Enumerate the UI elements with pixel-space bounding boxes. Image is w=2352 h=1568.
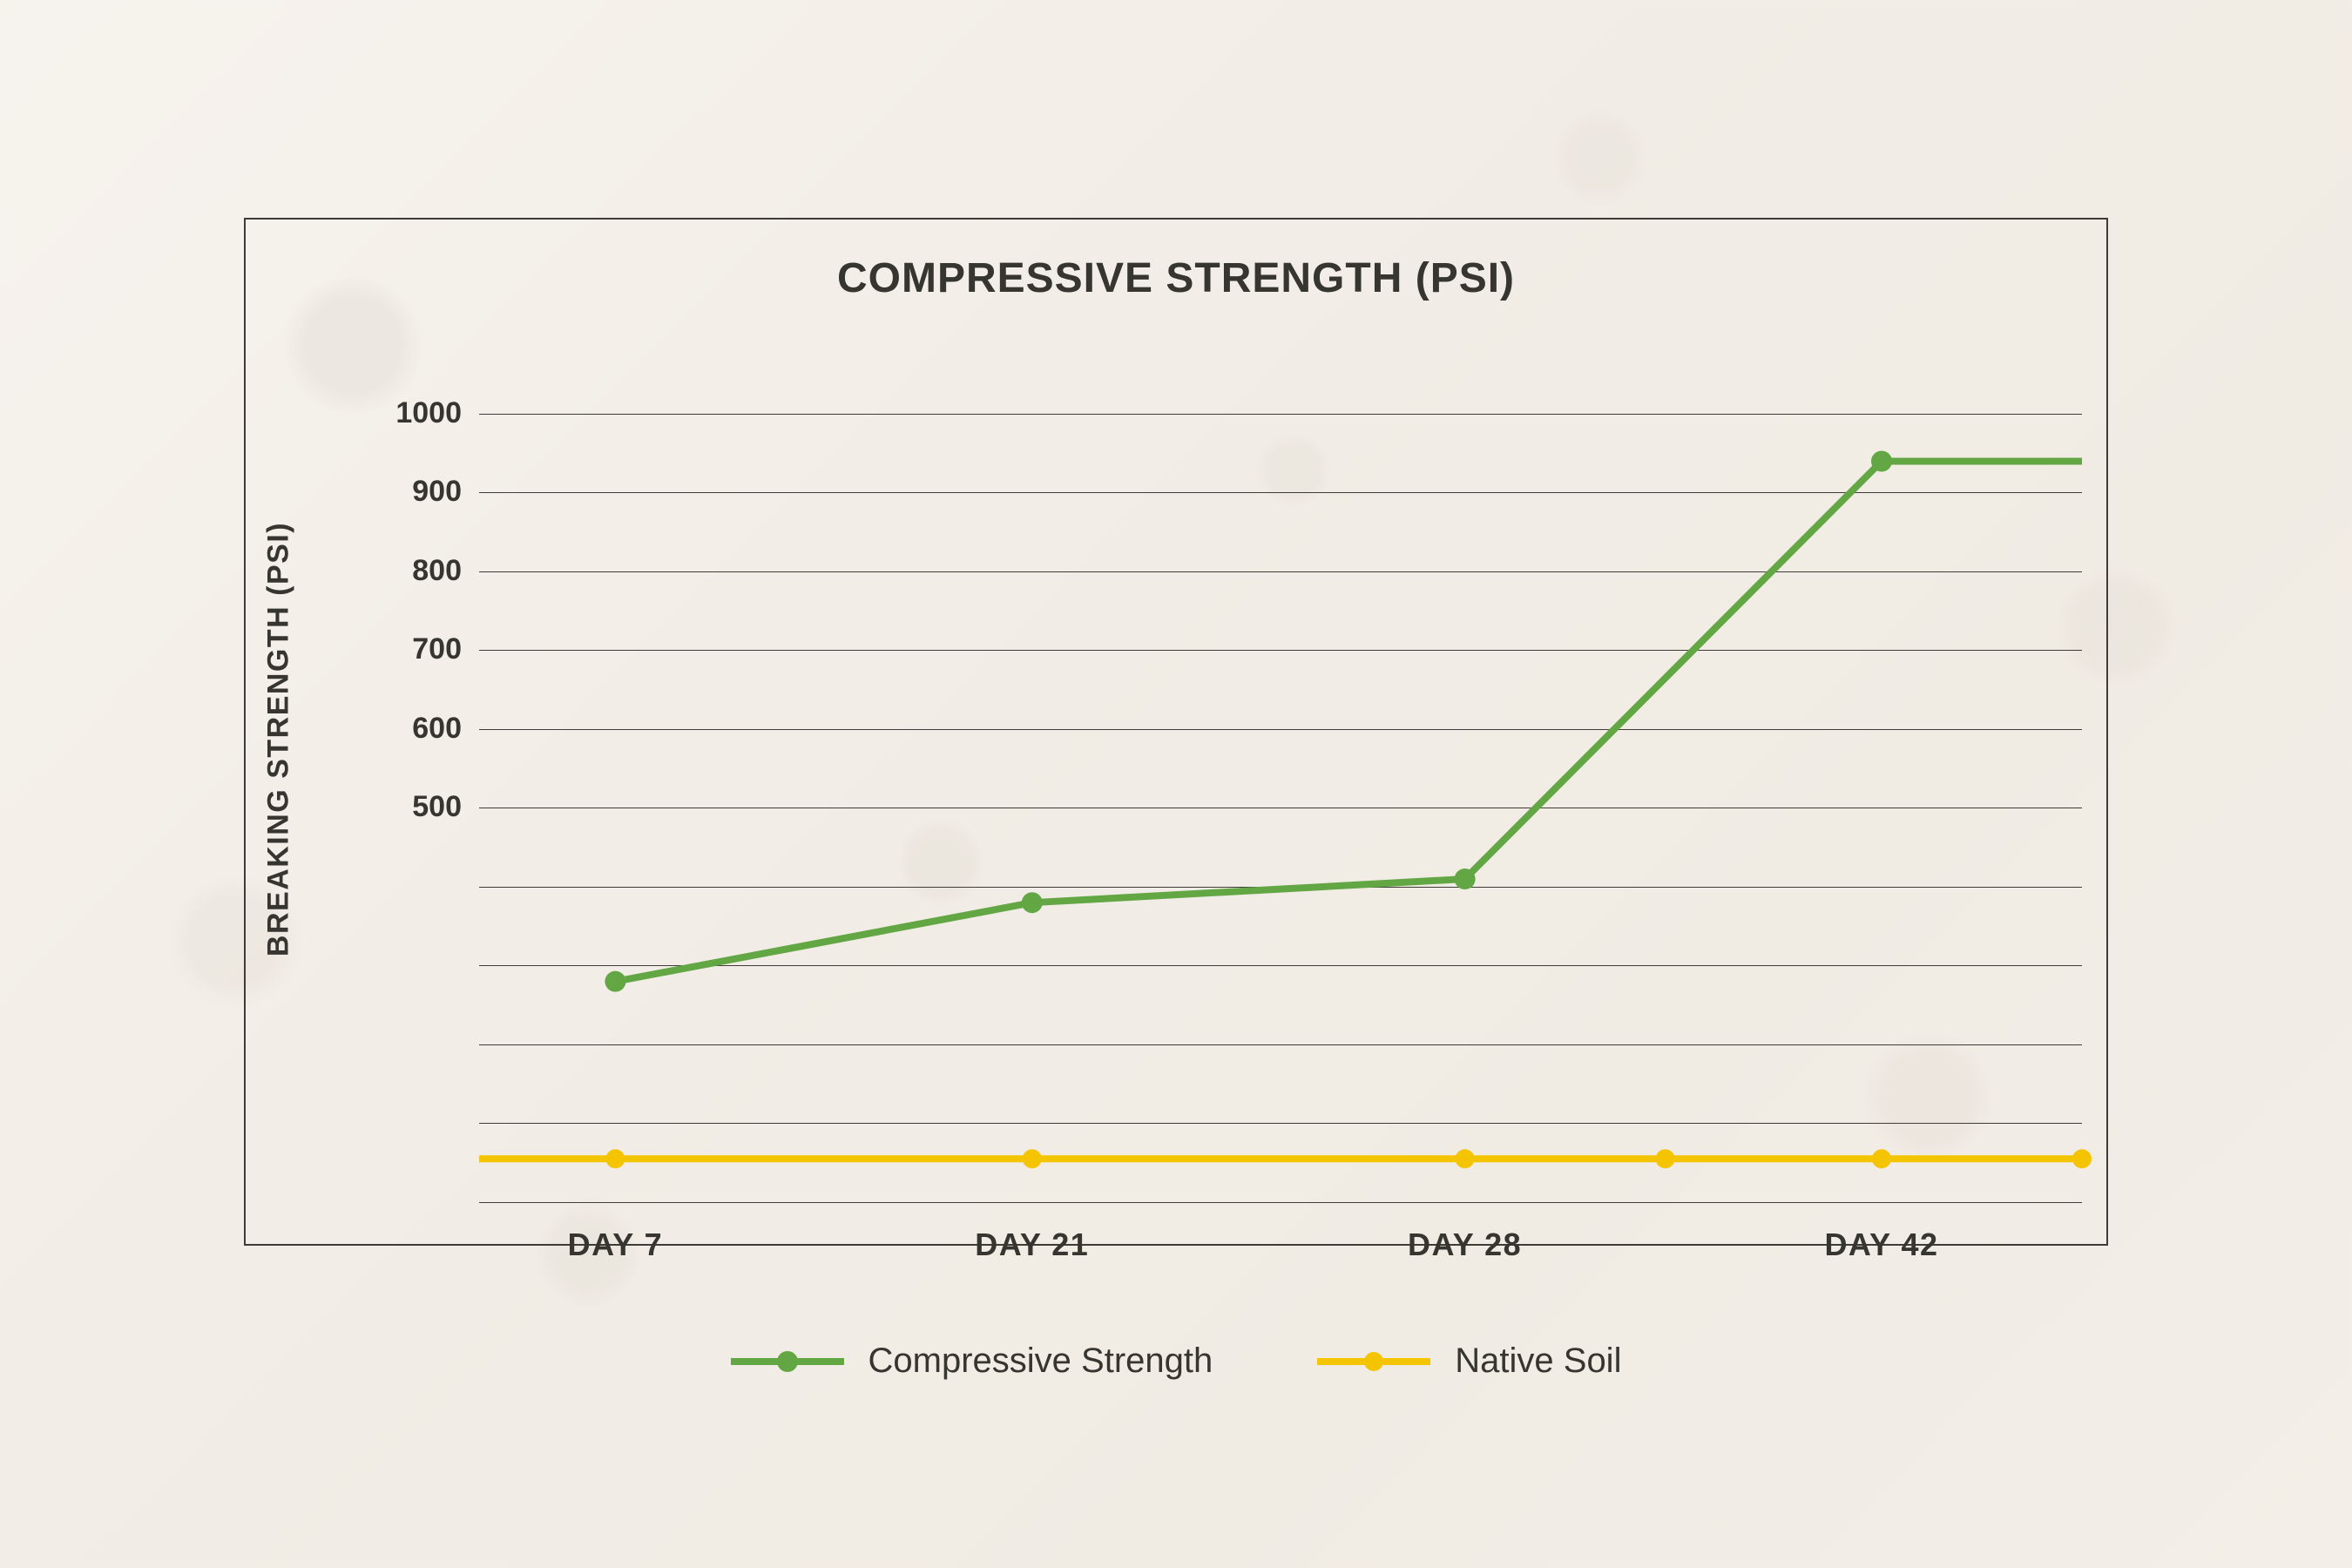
series-marker: [605, 971, 625, 992]
legend-label: Native Soil: [1455, 1342, 1621, 1381]
series-marker: [1872, 1149, 1891, 1168]
series-marker: [1871, 451, 1892, 472]
plot-svg: [0, 0, 2352, 1568]
series-marker: [1023, 1149, 1042, 1168]
series-marker: [1455, 868, 1476, 889]
legend-item: Native Soil: [1317, 1342, 1621, 1381]
series-marker: [2072, 1149, 2092, 1168]
series-marker: [1656, 1149, 1675, 1168]
series-marker: [1022, 892, 1043, 913]
series-marker: [1456, 1149, 1475, 1168]
legend-item: Compressive Strength: [731, 1342, 1213, 1381]
series-marker: [605, 1149, 625, 1168]
series-line: [615, 462, 2082, 982]
legend: Compressive Strength Native Soil: [0, 1342, 2352, 1381]
legend-swatch: [1317, 1344, 1430, 1379]
legend-swatch: [731, 1344, 844, 1379]
legend-label: Compressive Strength: [868, 1342, 1213, 1381]
